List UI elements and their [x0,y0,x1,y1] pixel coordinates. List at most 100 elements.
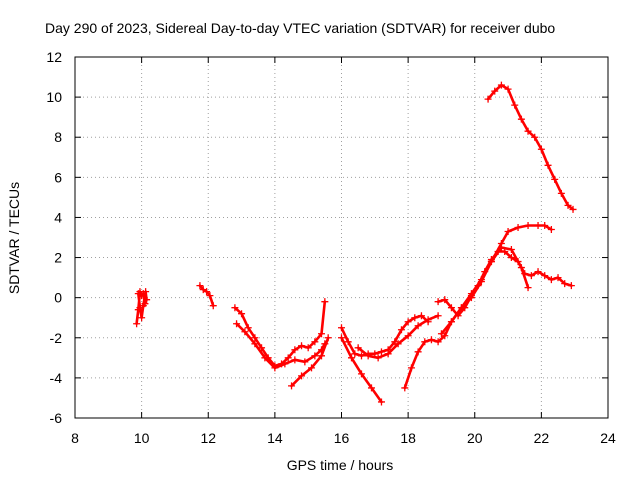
data-point [434,298,442,306]
data-point [524,221,532,229]
data-point [404,318,412,326]
data-point [133,320,141,328]
data-point [324,334,332,342]
data-point [414,348,422,356]
data-point [511,101,519,109]
data-point [407,364,415,372]
data-point [547,276,555,284]
y-tick-label: 6 [54,169,62,185]
data-point [534,221,542,229]
series-s12 [484,81,577,213]
data-point [209,302,217,310]
x-tick-label: 18 [400,430,416,446]
x-tick-label: 14 [267,430,283,446]
data-point [233,320,241,328]
series-s11 [437,244,532,338]
data-point [298,372,306,380]
data-point [261,354,269,362]
data-point [377,398,385,406]
x-tick-label: 12 [200,430,216,446]
data-point [504,85,512,93]
data-point [347,354,355,362]
data-point [338,324,345,332]
data-point [271,364,279,372]
data-point [291,346,299,354]
data-point [338,334,345,342]
data-point [504,227,512,235]
data-point [364,352,372,360]
data-series [133,81,577,406]
data-point [497,81,505,89]
x-tick-label: 22 [534,430,550,446]
data-point [136,304,144,312]
data-point [447,318,455,326]
series-s7 [338,334,385,406]
data-point [424,316,432,324]
data-point [531,133,539,141]
data-point [487,258,495,266]
data-point [477,276,485,284]
data-point [427,336,435,344]
data-point [491,87,499,95]
data-point [143,296,151,304]
data-point [344,338,352,346]
data-point [421,338,429,346]
series-trace [486,83,575,211]
data-point [541,221,549,229]
data-point [377,348,385,356]
data-point [404,332,412,340]
series-s2 [196,282,217,310]
y-tick-label: -2 [50,330,63,346]
data-point [291,356,299,364]
data-point [397,326,405,334]
data-point [318,330,326,338]
series-trace [233,300,327,368]
data-point [484,95,492,103]
data-point [321,298,329,306]
data-point [569,205,577,213]
axis-ticks [74,56,609,419]
data-point [351,350,359,358]
chart-title: Day 290 of 2023, Sidereal Day-to-day VTE… [45,20,555,36]
series-s8 [354,312,442,362]
data-point [467,290,475,298]
series-trace [440,246,530,336]
data-point [534,268,542,276]
data-point [288,382,296,390]
data-point [298,342,306,350]
data-point [241,328,249,336]
x-tick-label: 20 [467,430,483,446]
series-s5 [288,334,332,390]
data-point [284,354,292,362]
x-tick-label: 8 [71,430,79,446]
data-point [203,288,211,296]
data-point [434,312,442,320]
data-point [564,201,572,209]
x-tick-label: 24 [600,430,616,446]
series-trace [436,250,573,318]
data-point [411,314,419,322]
data-point [354,344,362,352]
data-point [301,358,309,366]
data-point [417,312,425,320]
data-point [281,360,289,368]
series-trace [403,224,553,390]
series-s1 [133,288,151,328]
grid-lines [75,57,608,418]
y-tick-label: 0 [54,290,62,306]
data-point [251,334,259,342]
data-point [541,272,549,280]
data-point [434,338,442,346]
y-tick-label: -4 [50,370,63,386]
data-point [567,282,575,290]
data-point [231,304,239,312]
y-axis-label: SDTVAR / TECUs [6,182,22,294]
data-point [304,344,312,352]
series-s9 [401,221,555,392]
data-point [457,304,465,312]
data-point [196,282,204,290]
series-s10 [434,248,575,320]
data-point [507,246,515,254]
data-point [238,310,246,318]
data-point [551,175,559,183]
